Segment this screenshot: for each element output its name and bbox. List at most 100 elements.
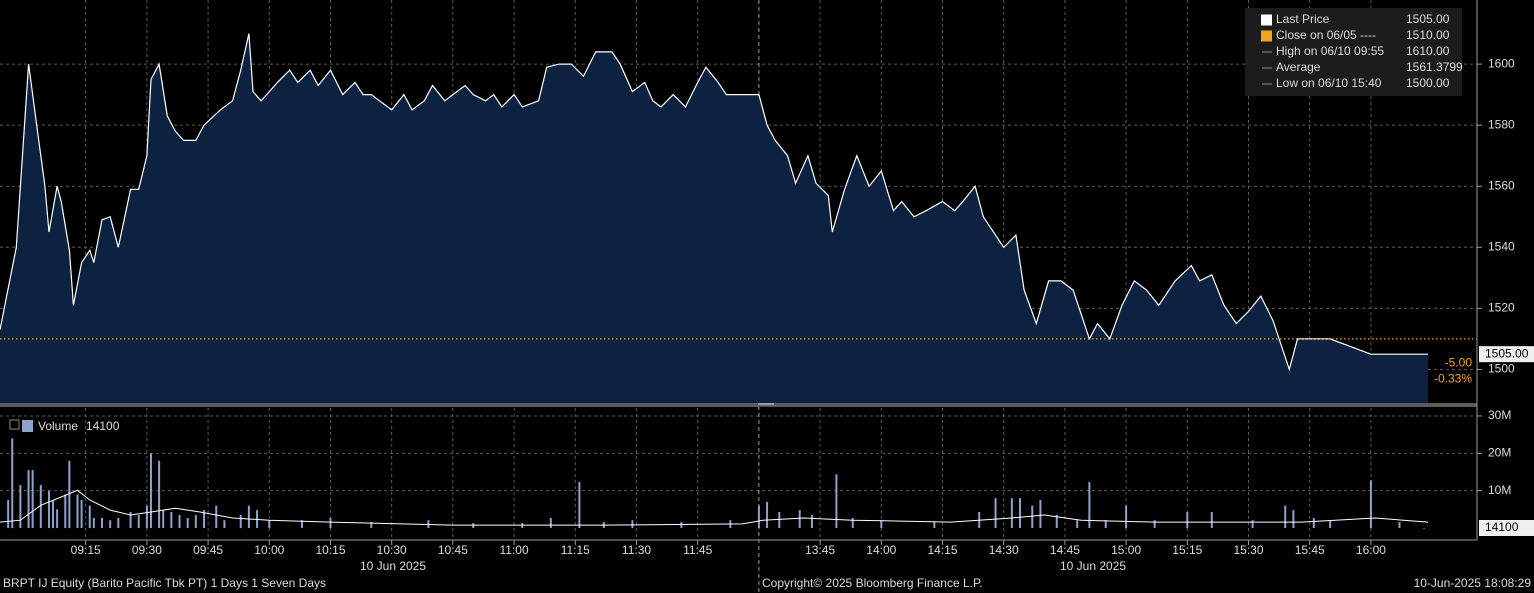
- last-price-tag-label: 1505.00: [1485, 346, 1529, 360]
- legend-value: 1561.3799: [1406, 60, 1463, 74]
- volume-bar: [92, 517, 95, 529]
- footer-copyright: Copyright© 2025 Bloomberg Finance L.P.: [762, 576, 983, 590]
- plot-layer: [0, 33, 1477, 529]
- volume-bar: [835, 474, 838, 529]
- volume-bar: [19, 485, 22, 529]
- volume-bar: [1153, 520, 1156, 529]
- volume-bar: [1039, 500, 1042, 529]
- x-tick-label: 14:00: [866, 543, 896, 557]
- x-tick-label: 13:45: [805, 543, 835, 557]
- x-tick-label: 15:45: [1295, 543, 1325, 557]
- legend-swatch: [1261, 30, 1272, 42]
- volume-bar: [766, 501, 769, 529]
- volume-bar: [145, 505, 148, 529]
- change-label: -5.00: [1445, 355, 1473, 369]
- volume-bar: [1104, 520, 1107, 529]
- volume-bar: [56, 509, 59, 529]
- x-tick-label: 14:15: [927, 543, 957, 557]
- date-label: 10 Jun 2025: [360, 559, 426, 573]
- volume-bar: [7, 500, 10, 529]
- volume-bar: [247, 505, 250, 529]
- volume-bar: [1312, 517, 1315, 529]
- volume-bar: [158, 460, 161, 529]
- x-tick-label: 11:30: [622, 543, 651, 557]
- volume-legend-name: Volume: [38, 419, 78, 433]
- volume-bar: [1125, 505, 1128, 529]
- volume-bar: [778, 511, 781, 529]
- y-tick-label: 30M: [1488, 408, 1511, 422]
- volume-bar: [1329, 520, 1332, 529]
- volume-bar: [521, 523, 524, 529]
- panel-grip: [758, 403, 774, 405]
- volume-bar: [137, 514, 140, 529]
- volume-bar: [578, 482, 581, 529]
- change-pct-label: -0.33%: [1434, 371, 1472, 385]
- volume-bar: [549, 517, 552, 529]
- volume-bar: [109, 520, 112, 529]
- volume-bar: [1055, 514, 1058, 529]
- volume-legend-swatch: [22, 420, 33, 432]
- volume-bar: [101, 517, 104, 529]
- volume-last-tag: [1479, 519, 1534, 536]
- x-tick-label: 11:15: [561, 543, 590, 557]
- volume-bar: [203, 510, 206, 529]
- volume-bar: [472, 523, 475, 529]
- volume-bar: [1088, 482, 1091, 529]
- volume-bar: [1010, 498, 1013, 529]
- legend-toggle[interactable]: [9, 419, 20, 430]
- volume-bar: [1186, 511, 1189, 529]
- volume-bar: [370, 522, 373, 529]
- volume-bar: [149, 453, 152, 529]
- volume-bar: [798, 510, 801, 529]
- volume-bar: [1284, 505, 1287, 529]
- volume-bar: [11, 438, 14, 529]
- volume-bar: [757, 505, 760, 529]
- x-tick-label: 09:30: [132, 543, 162, 557]
- volume-bar: [88, 505, 91, 529]
- volume-bar: [1019, 498, 1022, 529]
- volume-bar: [129, 511, 132, 529]
- volume-bar: [933, 522, 936, 529]
- x-tick-label: 09:45: [193, 543, 223, 557]
- legend-box: [1245, 8, 1462, 96]
- volume-bar: [994, 498, 997, 529]
- volume-bar: [68, 460, 71, 529]
- volume-bar: [268, 520, 271, 529]
- x-tick-label: 10:45: [438, 543, 468, 557]
- y-tick-label: 1520: [1488, 301, 1515, 315]
- legend-value: 1500.00: [1406, 76, 1450, 90]
- volume-bar: [76, 494, 79, 529]
- legend-name: Low on 06/10 15:40: [1276, 76, 1382, 90]
- y-tick-label: 1540: [1488, 239, 1515, 253]
- volume-bar: [215, 505, 218, 529]
- x-tick-label: 14:45: [1050, 543, 1080, 557]
- volume-bar: [39, 485, 42, 529]
- price-line: [0, 33, 1428, 372]
- volume-bar: [47, 490, 50, 529]
- volume-bar: [162, 510, 165, 529]
- volume-bar: [1210, 511, 1213, 529]
- x-tick-label: 15:15: [1172, 543, 1202, 557]
- volume-bar: [117, 517, 120, 529]
- volume-legend-value: 14100: [86, 419, 120, 433]
- volume-bar: [239, 514, 242, 529]
- x-tick-label: 10:15: [315, 543, 345, 557]
- volume-bar: [300, 520, 303, 529]
- volume-bar: [631, 520, 634, 529]
- volume-bar: [1369, 480, 1372, 529]
- legend-name: Close on 06/05 ----: [1276, 28, 1376, 42]
- volume-bar: [810, 514, 813, 529]
- footer-timestamp: 10-Jun-2025 18:08:29: [1414, 576, 1532, 590]
- legend-value: 1510.00: [1406, 28, 1450, 42]
- x-tick-label: 15:00: [1111, 543, 1141, 557]
- x-tick-label: 16:00: [1356, 543, 1386, 557]
- x-tick-label: 11:45: [683, 543, 712, 557]
- x-tick-label: 11:00: [500, 543, 529, 557]
- y-tick-label: 10M: [1488, 483, 1511, 497]
- volume-bar: [186, 517, 189, 529]
- panel-separator: [0, 403, 1477, 407]
- footer-title: BRPT IJ Equity (Barito Pacific Tbk PT) 1…: [3, 576, 326, 590]
- volume-bar: [880, 520, 883, 529]
- y-tick-label: 1560: [1488, 178, 1515, 192]
